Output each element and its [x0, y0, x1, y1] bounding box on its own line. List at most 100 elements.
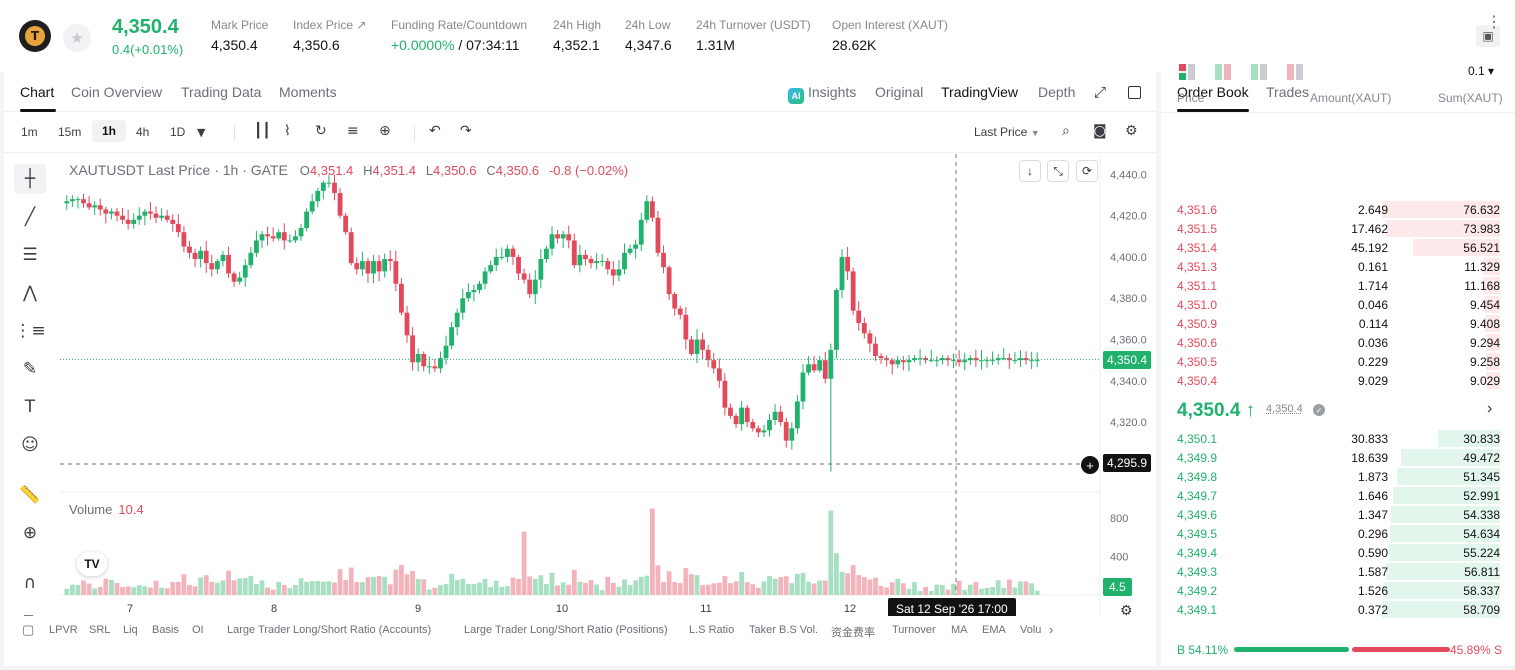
trend-line-icon[interactable]: ╱	[24, 207, 36, 227]
price-type-select[interactable]: Last Price ▼	[974, 125, 1040, 139]
pattern-icon[interactable]: ⋀	[23, 283, 37, 303]
redo-icon[interactable]: ↷	[460, 123, 472, 139]
timeframe-1m[interactable]: 1m	[21, 125, 38, 139]
price-chart[interactable]: 4,440.0 4,420.0 4,400.0 4,380.0 4,360.0 4,340…	[60, 154, 1156, 666]
asks-only-view-icon[interactable]	[1287, 64, 1303, 80]
ask-row[interactable]: 4,351.5 17.462 73.983	[1161, 219, 1515, 238]
indicator-taker-vol[interactable]: Taker B.S Vol.	[749, 624, 819, 636]
ask-row[interactable]: 4,351.3 0.161 11.329	[1161, 257, 1515, 276]
scroll-latest-icon[interactable]: ↓	[1019, 160, 1041, 182]
refresh-icon[interactable]: ↻	[315, 123, 327, 139]
expand-icon[interactable]: ⤢	[1094, 84, 1107, 101]
indicator-srl[interactable]: SRL	[89, 624, 111, 636]
tab-order-book[interactable]: Order Book	[1177, 84, 1249, 100]
timeframe-1h[interactable]: 1h	[92, 120, 127, 142]
horizontal-lines-icon[interactable]: ☰	[22, 245, 38, 265]
brush-icon[interactable]: ✎	[22, 359, 38, 379]
more-options-icon[interactable]: ⋮	[1486, 14, 1502, 31]
chart-settings-icon[interactable]: ⚙	[1120, 602, 1133, 618]
timeframe-dropdown-icon[interactable]: ▼	[197, 126, 206, 139]
candle-body	[75, 199, 81, 201]
indicators-icon[interactable]: ⌇	[284, 123, 291, 139]
precision-select[interactable]: 0.1 ▾	[1468, 64, 1495, 78]
bid-row[interactable]: 4,349.8 1.873 51.345	[1161, 467, 1515, 486]
timeframe-15m[interactable]: 15m	[58, 125, 82, 139]
stat-label[interactable]: Index Price ↗	[293, 18, 367, 32]
timeframe-1d[interactable]: 1D	[170, 125, 186, 139]
bid-row[interactable]: 4,350.1 30.833 30.833	[1161, 429, 1515, 448]
tab-depth[interactable]: Depth	[1038, 84, 1076, 100]
bid-row[interactable]: 4,349.4 0.590 55.224	[1161, 543, 1515, 562]
candlestick-chart-svg[interactable]: 4,440.0 4,420.0 4,400.0 4,380.0 4,360.0 4,340…	[60, 154, 1156, 616]
indicator-ema[interactable]: EMA	[982, 624, 1006, 636]
ask-row[interactable]: 4,351.1 1.714 11.168	[1161, 276, 1515, 295]
candle-body	[214, 261, 220, 270]
ask-row[interactable]: 4,351.4 45.192 56.521	[1161, 238, 1515, 257]
indicator-funding-rate[interactable]: 资金费率	[831, 626, 875, 639]
indicator-volume[interactable]: Volu	[1020, 624, 1042, 636]
ask-row[interactable]: 4,351.6 2.649 76.632	[1161, 200, 1515, 219]
chevron-right-icon[interactable]: ›	[1049, 622, 1054, 637]
bid-row[interactable]: 4,349.3 1.587 56.811	[1161, 562, 1515, 581]
collapse-icon[interactable]: ⤡	[1047, 160, 1069, 182]
bids-only-view-icon[interactable]	[1251, 64, 1267, 80]
stat-index-price[interactable]: Index Price ↗ 4,350.6	[293, 18, 366, 53]
tab-trades[interactable]: Trades	[1266, 84, 1310, 100]
emoji-icon[interactable]: ☺	[21, 435, 39, 455]
gear-icon[interactable]: ⚙	[1125, 123, 1138, 139]
indicator-lpvr[interactable]: LPVR	[49, 624, 78, 636]
tab-chart[interactable]: Chart	[20, 84, 55, 100]
indicator-basis[interactable]: Basis	[152, 624, 179, 636]
timeframe-4h[interactable]: 4h	[136, 125, 150, 139]
indicator-ma[interactable]: MA	[951, 624, 968, 636]
bid-row[interactable]: 4,349.9 18.639 49.472	[1161, 448, 1515, 467]
both-sides-view-icon[interactable]	[1179, 64, 1195, 80]
undo-icon[interactable]: ↶	[429, 123, 441, 139]
tab-original[interactable]: Original	[875, 84, 924, 100]
bid-row[interactable]: 4,349.5 0.296 54.634	[1161, 524, 1515, 543]
fibonacci-icon[interactable]: ⋮≡	[14, 321, 46, 341]
fullscreen-icon[interactable]	[1128, 86, 1141, 99]
bids-asks-view-icon[interactable]	[1215, 64, 1231, 80]
tab-trading-data[interactable]: Trading Data	[181, 84, 262, 100]
bid-row[interactable]: 4,349.6 1.347 54.338	[1161, 505, 1515, 524]
bid-row[interactable]: 4,349.7 1.646 52.991	[1161, 486, 1515, 505]
crosshair-icon[interactable]: ┼	[14, 164, 46, 194]
tab-tradingview[interactable]: TradingView	[941, 84, 1019, 100]
text-icon[interactable]: T	[24, 397, 36, 417]
ruler-icon[interactable]: 📏	[19, 485, 41, 505]
bid-row[interactable]: 4,349.2 1.526 58.337	[1161, 581, 1515, 600]
zoom-in-icon[interactable]: ⊕	[22, 523, 38, 543]
chevron-right-icon[interactable]: ›	[1487, 400, 1493, 417]
add-indicator-icon[interactable]: ⊕	[379, 123, 391, 139]
tab-moments[interactable]: Moments	[279, 84, 337, 100]
guide-book-icon[interactable]: ▣	[1476, 25, 1500, 47]
search-icon[interactable]: ⌕	[1062, 123, 1070, 139]
indicator-trader-ratio-positions[interactable]: Large Trader Long/Short Ratio (Positions…	[464, 624, 668, 636]
indicator-turnover[interactable]: Turnover	[892, 624, 936, 636]
ask-row[interactable]: 4,350.5 0.229 9.258	[1161, 352, 1515, 371]
candle-body	[834, 289, 839, 350]
row-sum: 76.632	[1463, 203, 1500, 217]
bid-row[interactable]: 4,349.1 0.372 58.709	[1161, 600, 1515, 619]
tab-coin-overview[interactable]: Coin Overview	[71, 84, 163, 100]
favorite-star-icon[interactable]: ★	[63, 24, 91, 52]
ask-row[interactable]: 4,350.4 9.029 9.029	[1161, 371, 1515, 390]
indicator-ls-ratio[interactable]: L.S Ratio	[689, 624, 735, 636]
ask-row[interactable]: 4,350.6 0.036 9.294	[1161, 333, 1515, 352]
indicator-oi[interactable]: OI	[192, 624, 204, 636]
tradingview-logo-icon[interactable]: TV	[77, 552, 107, 576]
auto-scale-icon[interactable]: ⟳	[1076, 160, 1098, 182]
volume-bar	[549, 572, 555, 595]
tab-insights[interactable]: AI Insights	[788, 84, 856, 104]
magnet-icon[interactable]: ∩	[23, 573, 37, 593]
ask-row[interactable]: 4,350.9 0.114 9.408	[1161, 314, 1515, 333]
indicator-liq[interactable]: Liq	[123, 624, 138, 636]
add-alert-icon[interactable]: +	[1081, 456, 1099, 474]
edit-indicators-icon[interactable]: ▢	[22, 622, 35, 637]
camera-icon[interactable]: ◙	[1093, 123, 1107, 139]
indicator-trader-ratio-accounts[interactable]: Large Trader Long/Short Ratio (Accounts)	[227, 624, 432, 636]
candles-icon[interactable]: ┃┃	[254, 123, 271, 139]
ask-row[interactable]: 4,351.0 0.046 9.454	[1161, 295, 1515, 314]
template-list-icon[interactable]: ≡	[347, 123, 359, 139]
